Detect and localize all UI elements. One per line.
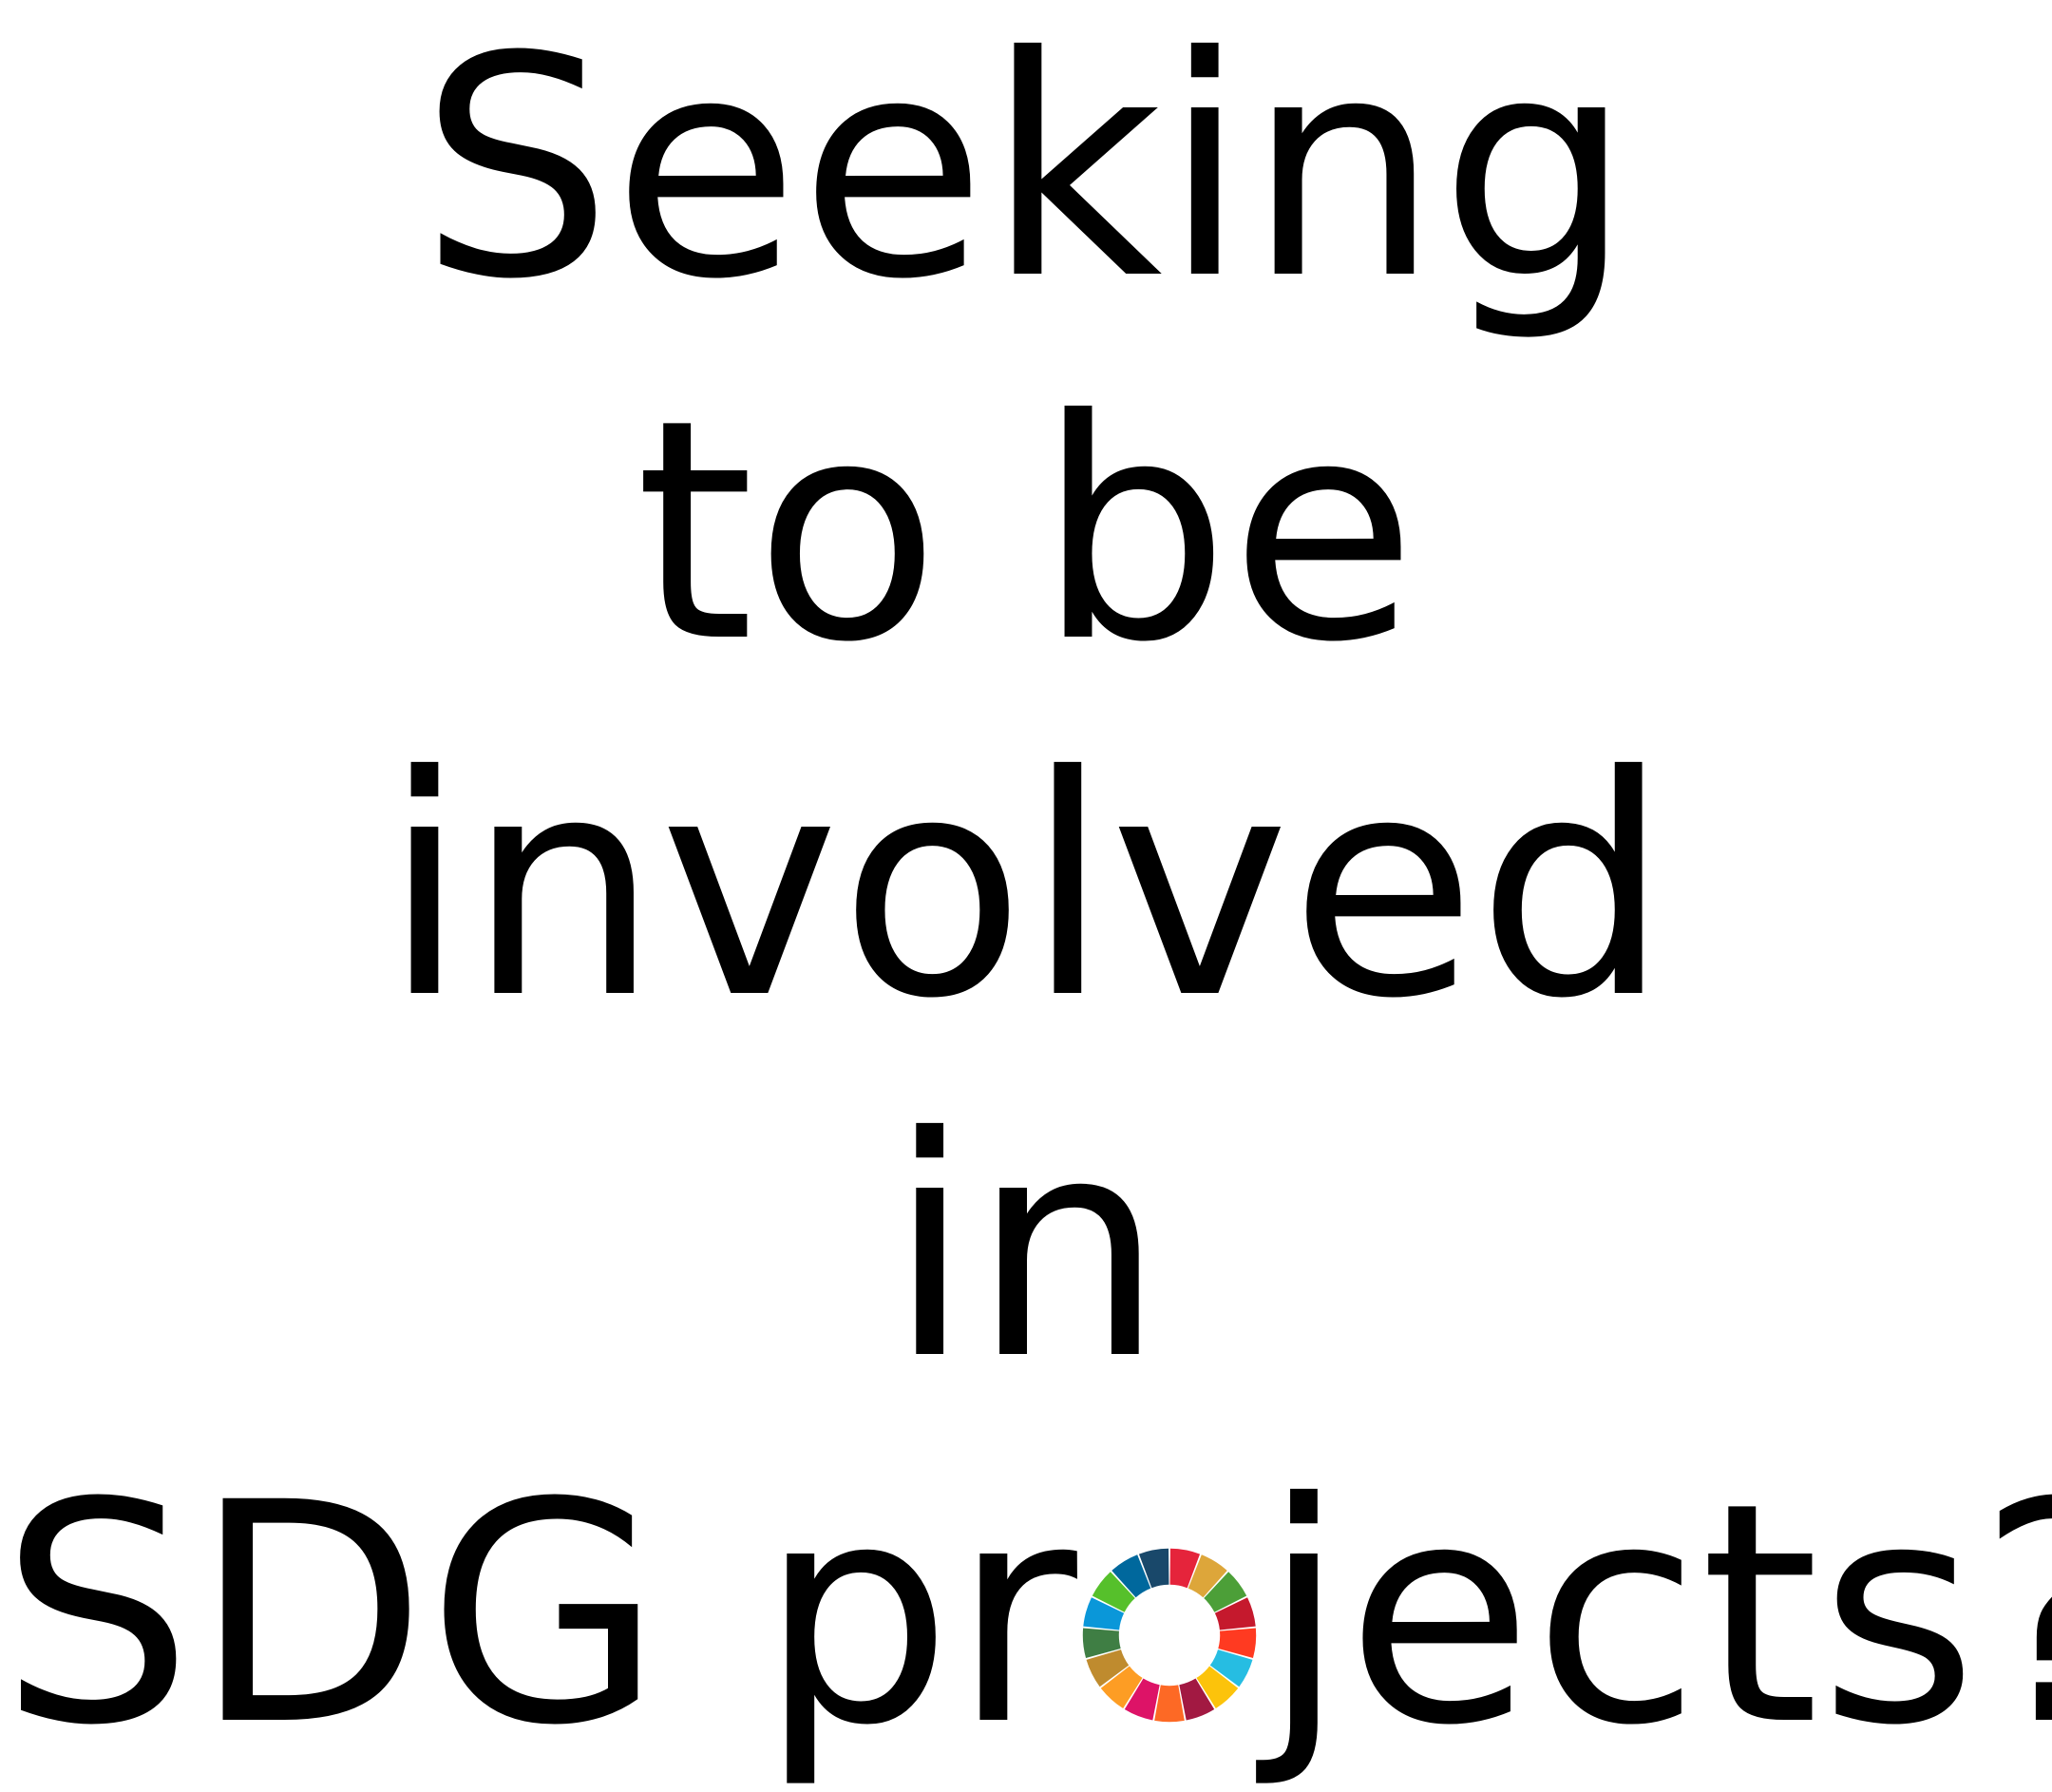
- sdg-wheel-segment: [1082, 1628, 1121, 1659]
- sdg-wheel-segment: [1169, 1548, 1200, 1589]
- sdg-wheel-segment: [1083, 1597, 1125, 1630]
- headline-line-5: SDG pr jects?: [0, 1463, 2052, 1767]
- headline-line-5-end: jects?: [1261, 1439, 2052, 1792]
- headline-line-2: to be: [635, 355, 1417, 709]
- sdg-wheel-segment: [1209, 1649, 1253, 1687]
- headline-line-4: in: [887, 1073, 1165, 1426]
- sdg-color-wheel-icon: [1079, 1545, 1260, 1725]
- sdg-wheel-segment: [1196, 1666, 1239, 1709]
- headline-line-1: Seeking: [419, 0, 1633, 346]
- sdg-wheel-segment: [1179, 1678, 1215, 1721]
- sdg-wheel-segment: [1188, 1554, 1227, 1598]
- sdg-wheel-segment: [1218, 1628, 1257, 1659]
- sdg-wheel-segment: [1138, 1548, 1169, 1589]
- sdg-wheel-segment: [1214, 1597, 1256, 1630]
- sdg-wheel-segment: [1086, 1649, 1130, 1687]
- headline-line-3: involved: [382, 712, 1670, 1065]
- sdg-wheel-segment: [1124, 1678, 1160, 1721]
- sdg-wheel-segment: [1204, 1572, 1247, 1612]
- sdg-wheel-segment: [1112, 1554, 1151, 1598]
- headline-line-5-start: SDG pr: [0, 1439, 1077, 1792]
- sdg-wheel-segment: [1092, 1572, 1135, 1612]
- sdg-wheel-segment: [1100, 1666, 1143, 1709]
- sdg-wheel-segment: [1154, 1685, 1185, 1723]
